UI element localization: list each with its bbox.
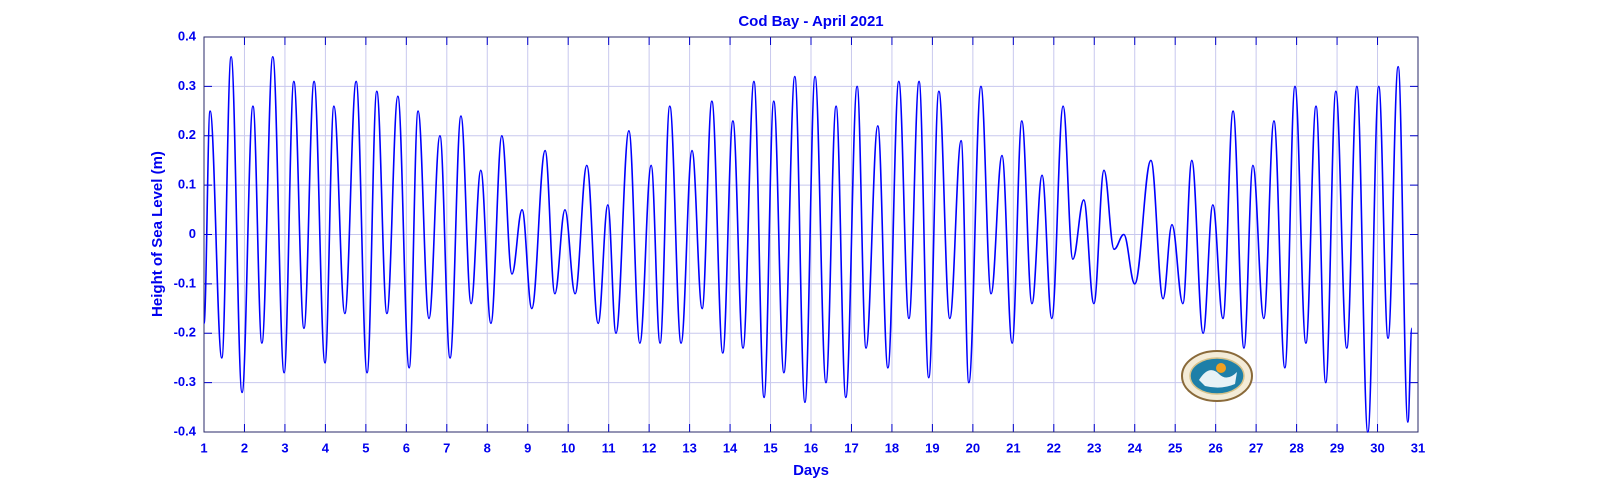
x-tick-label: 31 — [1411, 440, 1425, 455]
y-tick-label: 0.2 — [178, 127, 196, 142]
chart-title: Cod Bay - April 2021 — [738, 13, 883, 30]
x-tick-label: 11 — [602, 440, 616, 455]
x-tick-label: 23 — [1087, 440, 1101, 455]
x-tick-label: 3 — [281, 440, 288, 455]
x-tick-label: 20 — [966, 440, 980, 455]
x-tick-label: 26 — [1208, 440, 1222, 455]
x-tick-label: 18 — [885, 440, 899, 455]
x-tick-label: 21 — [1006, 440, 1020, 455]
y-tick-label: -0.1 — [174, 275, 196, 290]
x-axis-label: Days — [793, 462, 829, 479]
x-tick-label: 30 — [1370, 440, 1384, 455]
x-tick-label: 16 — [804, 440, 818, 455]
x-tick-label: 4 — [322, 440, 330, 455]
y-tick-label: 0 — [189, 226, 196, 241]
logo-sun — [1216, 363, 1226, 373]
y-tick-label: -0.3 — [174, 374, 196, 389]
data-line — [203, 55, 1413, 433]
x-tick-label: 15 — [763, 440, 777, 455]
x-tick-label: 8 — [484, 440, 491, 455]
x-tick-label: 7 — [443, 440, 450, 455]
x-tick-label: 1 — [200, 440, 207, 455]
x-tick-label: 24 — [1127, 440, 1142, 455]
x-tick-label: 13 — [682, 440, 696, 455]
x-tick-label: 9 — [524, 440, 531, 455]
logo-land — [1199, 370, 1237, 388]
x-tick-label: 27 — [1249, 440, 1263, 455]
x-tick-label: 19 — [925, 440, 939, 455]
x-tick-label: 22 — [1047, 440, 1061, 455]
y-tick-label: 0.4 — [178, 28, 197, 43]
y-tick-label: 0.1 — [178, 177, 196, 192]
x-tick-label: 28 — [1289, 440, 1303, 455]
logo — [1181, 350, 1253, 402]
y-axis-label: Height of Sea Level (m) — [149, 151, 166, 317]
x-tick-label: 25 — [1168, 440, 1182, 455]
x-tick-label: 14 — [723, 440, 738, 455]
y-tick-label: 0.3 — [178, 78, 196, 93]
x-tick-label: 10 — [561, 440, 575, 455]
y-tick-label: -0.2 — [174, 325, 196, 340]
x-tick-label: 29 — [1330, 440, 1344, 455]
x-tick-label: 12 — [642, 440, 656, 455]
x-tick-label: 6 — [403, 440, 410, 455]
x-tick-label: 17 — [844, 440, 858, 455]
plot-frame — [203, 36, 1419, 433]
x-tick-label: 2 — [241, 440, 248, 455]
x-tick-label: 5 — [362, 440, 369, 455]
y-tick-label: -0.4 — [174, 423, 197, 438]
